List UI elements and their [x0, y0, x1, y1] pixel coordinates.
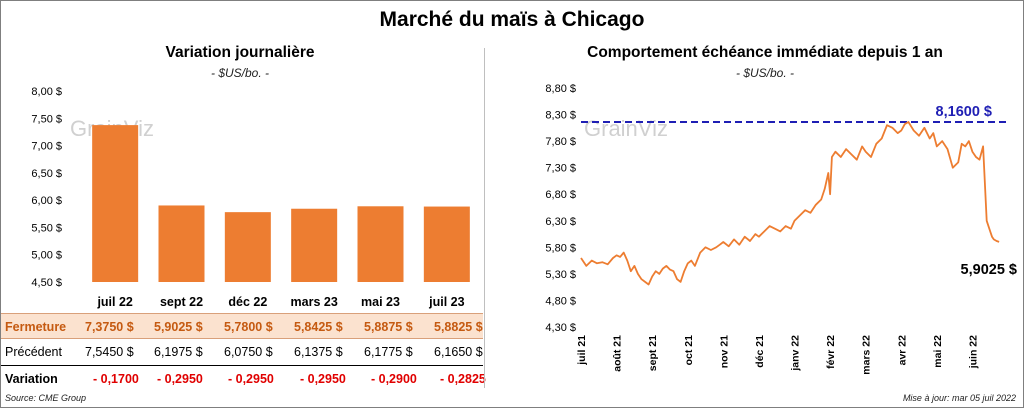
- table-row-variation: Variation - 0,1700 - 0,2950 - 0,2950 - 0…: [1, 365, 486, 391]
- x-tick-label: oct 21: [683, 335, 695, 366]
- x-tick-label: avr 22: [896, 335, 908, 366]
- right-chart-unit: - $US/bo. -: [735, 66, 795, 80]
- close-cell: 5,8875 $: [364, 320, 413, 334]
- y-tick-label: 6,00 $: [31, 195, 62, 207]
- table-row-prev: Précédent 7,5450 $ 6,1975 $ 6,0750 $ 6,1…: [1, 339, 483, 365]
- x-tick-label: mai 22: [932, 335, 944, 368]
- y-tick-label: 4,80 $: [545, 295, 576, 307]
- y-tick-label: 8,30 $: [545, 110, 576, 122]
- category-label: mars 23: [291, 295, 338, 309]
- line-marks: 8,1600 $ 5,9025 $: [580, 104, 1017, 286]
- category-label: juil 22: [96, 295, 132, 309]
- bar: [357, 206, 404, 282]
- prev-cell: 7,5450 $: [85, 345, 134, 359]
- y-tick-label: 8,00 $: [31, 86, 62, 98]
- close-cell: 5,8425 $: [294, 320, 343, 334]
- y-tick-label: 6,50 $: [31, 168, 62, 180]
- bar: [158, 205, 205, 282]
- quotes-table: Fermeture 7,3750 $ 5,9025 $ 5,7800 $ 5,8…: [1, 313, 486, 391]
- x-tick-label: nov 21: [718, 335, 730, 368]
- update-note: Mise à jour: mar 05 juil 2022: [902, 393, 1016, 403]
- bar: [92, 125, 139, 282]
- table-row-close: Fermeture 7,3750 $ 5,9025 $ 5,7800 $ 5,8…: [1, 313, 483, 339]
- variation-cell: - 0,2825: [440, 372, 486, 386]
- y-tick-label: 6,30 $: [545, 216, 576, 228]
- y-tick-label: 7,00 $: [31, 141, 62, 153]
- x-tick-label: déc 21: [754, 335, 766, 368]
- prev-cell: 6,1650 $: [434, 345, 483, 359]
- variation-cell: - 0,2900: [371, 372, 417, 386]
- prev-cell: 6,1975 $: [154, 345, 203, 359]
- category-label: sept 22: [160, 295, 203, 309]
- variation-cell: - 0,2950: [300, 372, 346, 386]
- y-tick-label: 8,80 $: [545, 83, 576, 95]
- line-chart: GrainViz 4,30 $ 4,80 $ 5,30 $ 5,80 $ 6,30 $ 6…: [545, 83, 1017, 375]
- y-tick-label: 5,30 $: [545, 269, 576, 281]
- close-cell: 7,3750 $: [85, 320, 134, 334]
- y-tick-label: 4,30 $: [545, 322, 576, 334]
- close-label: Fermeture: [5, 320, 67, 334]
- prev-cell: 6,1375 $: [294, 345, 343, 359]
- x-tick-label: janv 22: [790, 335, 802, 372]
- category-label: mai 23: [361, 295, 400, 309]
- prev-cell: 6,0750 $: [224, 345, 273, 359]
- bar-categories: juil 22 sept 22 déc 22 mars 23 mai 23 juil 23: [96, 295, 464, 309]
- watermark: GrainViz: [584, 116, 668, 141]
- x-tick-label: juil 21: [576, 335, 588, 366]
- max-price-label: 8,1600 $: [936, 104, 992, 120]
- bar-y-axis: 4,50 $ 5,00 $ 5,50 $ 6,00 $ 6,50 $ 7,00 $ 7,50…: [31, 86, 62, 289]
- left-chart-unit: - $US/bo. -: [210, 66, 270, 80]
- price-series-line: [580, 121, 1000, 286]
- y-tick-label: 4,50 $: [31, 277, 62, 289]
- panel-divider: [484, 48, 485, 388]
- y-tick-label: 5,00 $: [31, 250, 62, 262]
- y-tick-label: 6,80 $: [545, 189, 576, 201]
- bar: [291, 208, 338, 282]
- bar: [423, 206, 470, 282]
- y-tick-label: 5,80 $: [545, 242, 576, 254]
- bar-marks: [92, 125, 470, 282]
- variation-cell: - 0,1700: [93, 372, 139, 386]
- x-tick-label: août 21: [612, 335, 624, 372]
- bar: [224, 212, 271, 282]
- prev-cell: 6,1775 $: [364, 345, 413, 359]
- prev-label: Précédent: [5, 345, 62, 359]
- y-tick-label: 7,80 $: [545, 136, 576, 148]
- category-label: déc 22: [228, 295, 267, 309]
- variation-cell: - 0,2950: [157, 372, 203, 386]
- y-tick-label: 7,50 $: [31, 113, 62, 125]
- line-x-axis: juil 21 août 21 sept 21 oct 21 nov 21 déc 21 j…: [576, 335, 979, 375]
- last-price-label: 5,9025 $: [961, 262, 1017, 278]
- category-label: juil 23: [428, 295, 464, 309]
- right-chart-title: Comportement échéance immédiate depuis 1…: [587, 44, 943, 61]
- x-tick-label: mars 22: [861, 335, 873, 375]
- close-cell: 5,9025 $: [154, 320, 203, 334]
- bar-chart: GrainViz 4,50 $5,00 $5,50 $6,00 $6,50 $7…: [31, 86, 470, 309]
- left-chart-title: Variation journalière: [165, 44, 315, 61]
- line-y-axis: 4,30 $ 4,80 $ 5,30 $ 5,80 $ 6,30 $ 6,80 $ 7,30…: [545, 83, 576, 334]
- variation-label: Variation: [5, 372, 58, 386]
- variation-cell: - 0,2950: [228, 372, 274, 386]
- y-tick-label: 5,50 $: [31, 222, 62, 234]
- x-tick-label: sept 21: [647, 335, 659, 371]
- close-cell: 5,7800 $: [224, 320, 273, 334]
- main-title: Marché du maïs à Chicago: [379, 8, 645, 31]
- close-cell: 5,8825 $: [434, 320, 483, 334]
- source-note: Source: CME Group: [5, 393, 87, 403]
- x-tick-label: juin 22: [967, 335, 979, 369]
- y-tick-label: 7,30 $: [545, 163, 576, 175]
- x-tick-label: févr 22: [825, 335, 837, 369]
